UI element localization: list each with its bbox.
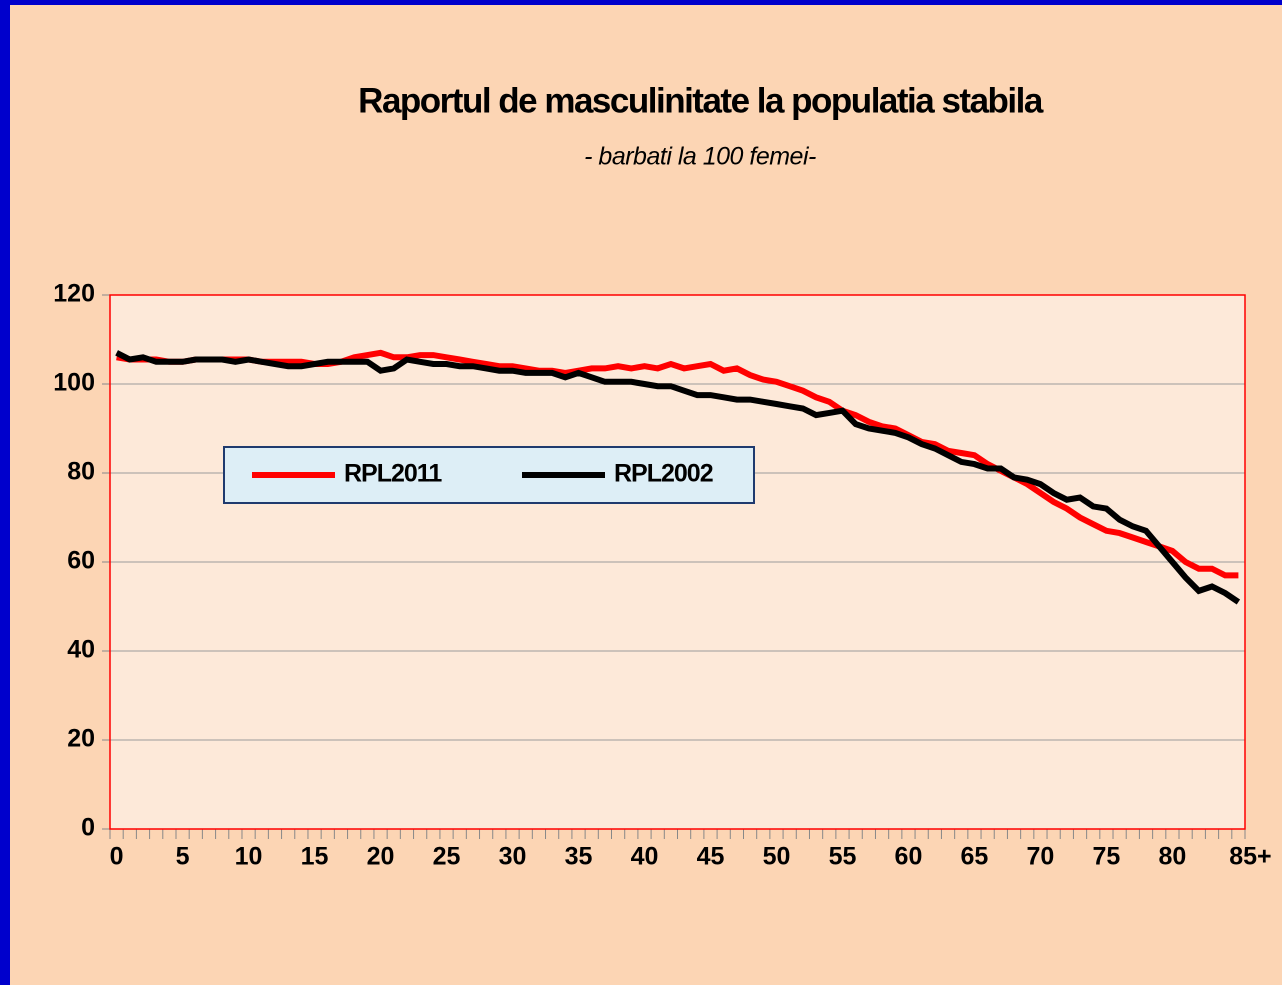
series-line — [116, 349, 1239, 579]
x-tick-label: 25 — [433, 843, 461, 871]
x-tick-label: 75 — [1093, 843, 1121, 871]
x-tick-label: 60 — [895, 843, 923, 871]
plot-border — [109, 294, 1246, 830]
chart-title: Raportul de masculinitate la populatia s… — [358, 81, 1044, 120]
y-tick-label: 0 — [81, 814, 95, 842]
x-tick-label: 10 — [235, 843, 263, 871]
x-tick-label: 55 — [829, 843, 857, 871]
x-tick-label: 45 — [697, 843, 725, 871]
y-tick-label: 120 — [53, 280, 95, 308]
x-tick-label: 50 — [763, 843, 791, 871]
x-tick-label: 70 — [1027, 843, 1055, 871]
series-line — [115, 350, 1241, 605]
x-tick-label: 30 — [499, 843, 527, 871]
x-tick-label: 0 — [110, 843, 124, 871]
x-tick-label: 40 — [631, 843, 659, 871]
x-tick-label: 65 — [961, 843, 989, 871]
y-tick-label: 40 — [67, 636, 95, 664]
y-tick-label: 80 — [67, 458, 95, 486]
x-tick-label: 20 — [367, 843, 395, 871]
lines — [115, 349, 1241, 605]
legend-label: RPL2011 — [344, 460, 442, 488]
x-tick-label: 5 — [176, 843, 190, 871]
x-tick-label: 35 — [565, 843, 593, 871]
y-tick-label: 20 — [67, 725, 95, 753]
chart-subtitle: - barbati la 100 femei- — [584, 143, 816, 171]
x-tick-label: 80 — [1159, 843, 1187, 871]
legend-label: RPL2002 — [614, 460, 713, 488]
y-tick-label: 60 — [67, 547, 95, 575]
x-tick-label: 15 — [301, 843, 329, 871]
legend: RPL2011 RPL2002 — [223, 446, 755, 504]
y-tick-label: 100 — [53, 369, 95, 397]
x-tick-label: 85+ — [1229, 843, 1271, 871]
